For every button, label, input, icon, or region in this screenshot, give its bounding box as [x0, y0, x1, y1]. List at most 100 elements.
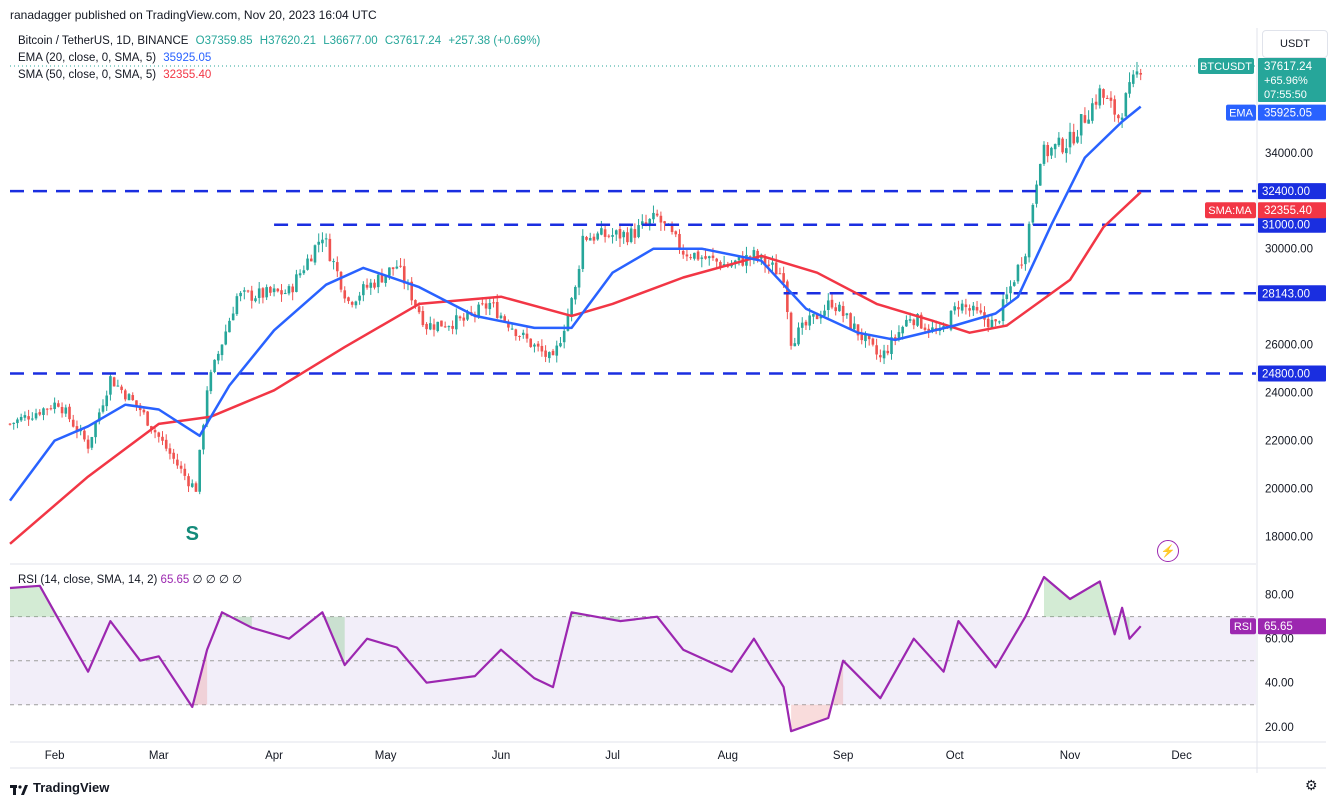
btcusdt-change-label: +65.96%	[1264, 75, 1308, 87]
candle-body	[209, 372, 213, 392]
candle-body	[261, 288, 265, 298]
candle-body	[1120, 117, 1124, 120]
candle-body	[484, 303, 488, 309]
candle-body	[228, 320, 231, 333]
candle-body	[123, 390, 127, 400]
candle-body	[343, 290, 347, 299]
candle-body	[428, 323, 432, 330]
time-tick-label: May	[375, 750, 397, 762]
candle-body	[168, 448, 172, 454]
candle-body	[864, 334, 867, 342]
candle-body	[529, 338, 533, 347]
candle-body	[365, 284, 369, 288]
candle-body	[655, 213, 659, 216]
candle-body	[1024, 256, 1027, 265]
candle-body	[187, 476, 190, 487]
candle-body	[455, 315, 458, 330]
candle-body	[395, 266, 399, 269]
candle-body	[860, 334, 864, 341]
candle-body	[1113, 99, 1116, 115]
ema-name-tag	[1226, 104, 1256, 121]
candle-body	[897, 332, 901, 340]
time-tick-label: Mar	[149, 750, 169, 762]
candle-body	[681, 250, 685, 255]
ema-legend[interactable]: EMA (20, close, 0, SMA, 5) 35925.05	[18, 52, 211, 64]
candle-body	[194, 483, 198, 492]
time-tick-label: Oct	[946, 750, 965, 762]
rsi-legend[interactable]: RSI (14, close, SMA, 14, 2) 65.65 ∅ ∅ ∅ …	[18, 572, 242, 586]
candle-body	[142, 409, 146, 413]
candle-body	[231, 313, 235, 321]
price-tick-label: 26000.00	[1265, 340, 1313, 352]
price-tick-label: 22000.00	[1265, 436, 1313, 448]
candle-body	[782, 273, 785, 283]
candle-body	[510, 328, 514, 330]
candle-body	[410, 281, 413, 301]
candle-body	[1020, 264, 1023, 266]
candle-body	[458, 316, 462, 319]
ema-legend-value: 35925.05	[163, 52, 212, 64]
candle-body	[57, 403, 60, 407]
candle-body	[536, 343, 540, 347]
candle-body	[205, 390, 209, 425]
candle-body	[1050, 147, 1053, 156]
candle-body	[53, 402, 56, 410]
candle-body	[1131, 74, 1135, 84]
candle-body	[466, 311, 469, 320]
candle-body	[960, 303, 964, 311]
candle-body	[239, 292, 242, 297]
candle-body	[957, 307, 960, 310]
flash-icon[interactable]: ⚡	[1157, 540, 1179, 562]
candle-body	[800, 322, 804, 328]
candle-body	[555, 345, 559, 356]
candle-body	[399, 265, 402, 267]
gear-icon[interactable]: ⚙	[1305, 777, 1318, 793]
rsi-legend-value: 65.65	[160, 574, 190, 586]
candle-body	[819, 316, 823, 319]
candle-body	[629, 228, 633, 242]
candle-body	[990, 319, 994, 328]
candle-body	[771, 262, 774, 265]
candle-body	[1009, 286, 1012, 294]
candle-body	[23, 415, 27, 418]
candle-body	[492, 302, 495, 304]
candle-body	[867, 335, 871, 340]
candle-body	[243, 290, 246, 292]
candle-body	[1057, 137, 1061, 146]
time-tick-label: Apr	[265, 750, 283, 762]
candle-body	[704, 256, 707, 259]
candle-body	[317, 241, 321, 245]
candle-body	[633, 229, 637, 238]
candle-body	[347, 297, 350, 302]
close-value: C37617.24	[384, 35, 442, 47]
candle-body	[202, 425, 205, 450]
candle-body	[626, 232, 629, 243]
candle-body	[462, 317, 466, 321]
candle-body	[216, 353, 220, 361]
candle-body	[391, 267, 395, 270]
candle-body	[648, 218, 652, 224]
candle-body	[923, 327, 927, 330]
candle-body	[711, 255, 715, 258]
candle-body	[190, 483, 194, 487]
candle-body	[1135, 71, 1139, 75]
candle-body	[291, 286, 294, 293]
price-tick-label: 24000.00	[1265, 388, 1313, 400]
symbol-name[interactable]: Bitcoin / TetherUS, 1D, BINANCE	[18, 35, 189, 47]
sma-legend[interactable]: SMA (50, close, 0, SMA, 5) 32355.40	[18, 69, 211, 81]
candle-body	[313, 245, 317, 263]
candle-body	[336, 262, 339, 272]
candle-body	[905, 319, 908, 327]
candle-body	[443, 326, 447, 328]
candle-body	[853, 323, 856, 330]
currency-unit-button[interactable]: USDT	[1262, 30, 1328, 58]
rsi-line	[9, 575, 1142, 733]
candle-body	[603, 229, 607, 237]
level-tag-label: 24800.00	[1262, 368, 1310, 380]
candle-body	[447, 326, 451, 328]
candle-body	[588, 237, 592, 241]
candle-body	[663, 221, 666, 224]
candle-body	[830, 299, 834, 308]
candle-body	[488, 302, 492, 310]
candle-body	[1012, 282, 1016, 286]
